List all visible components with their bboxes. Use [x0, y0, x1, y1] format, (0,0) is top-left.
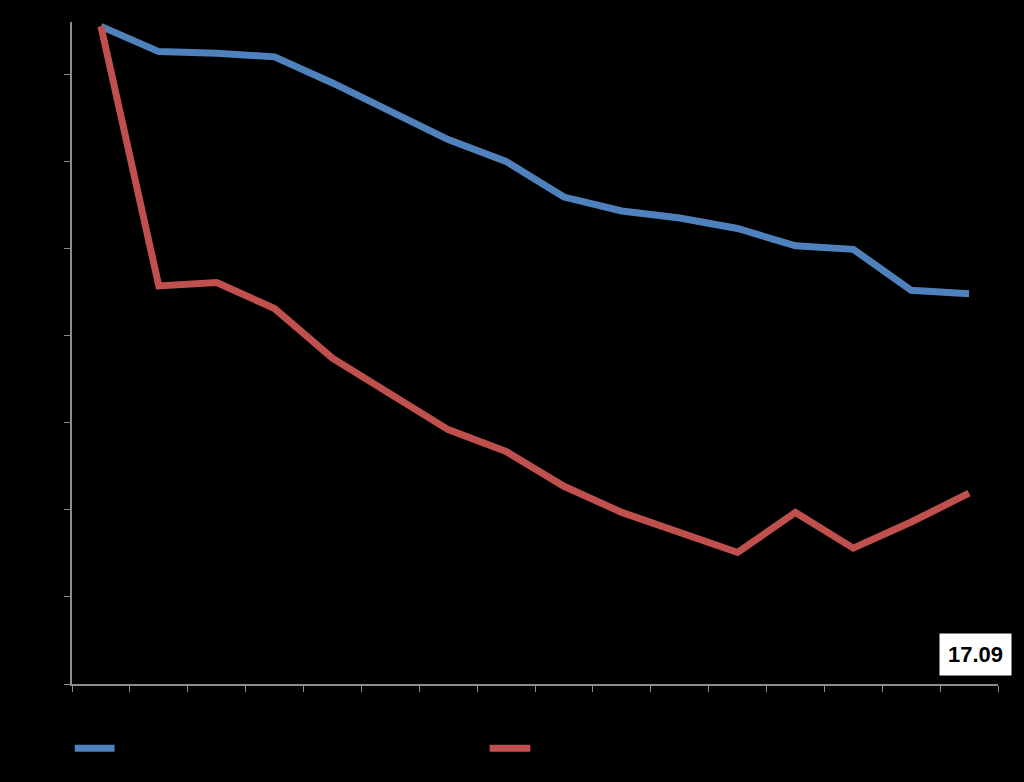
- svg-text:17.09: 17.09: [948, 642, 1003, 667]
